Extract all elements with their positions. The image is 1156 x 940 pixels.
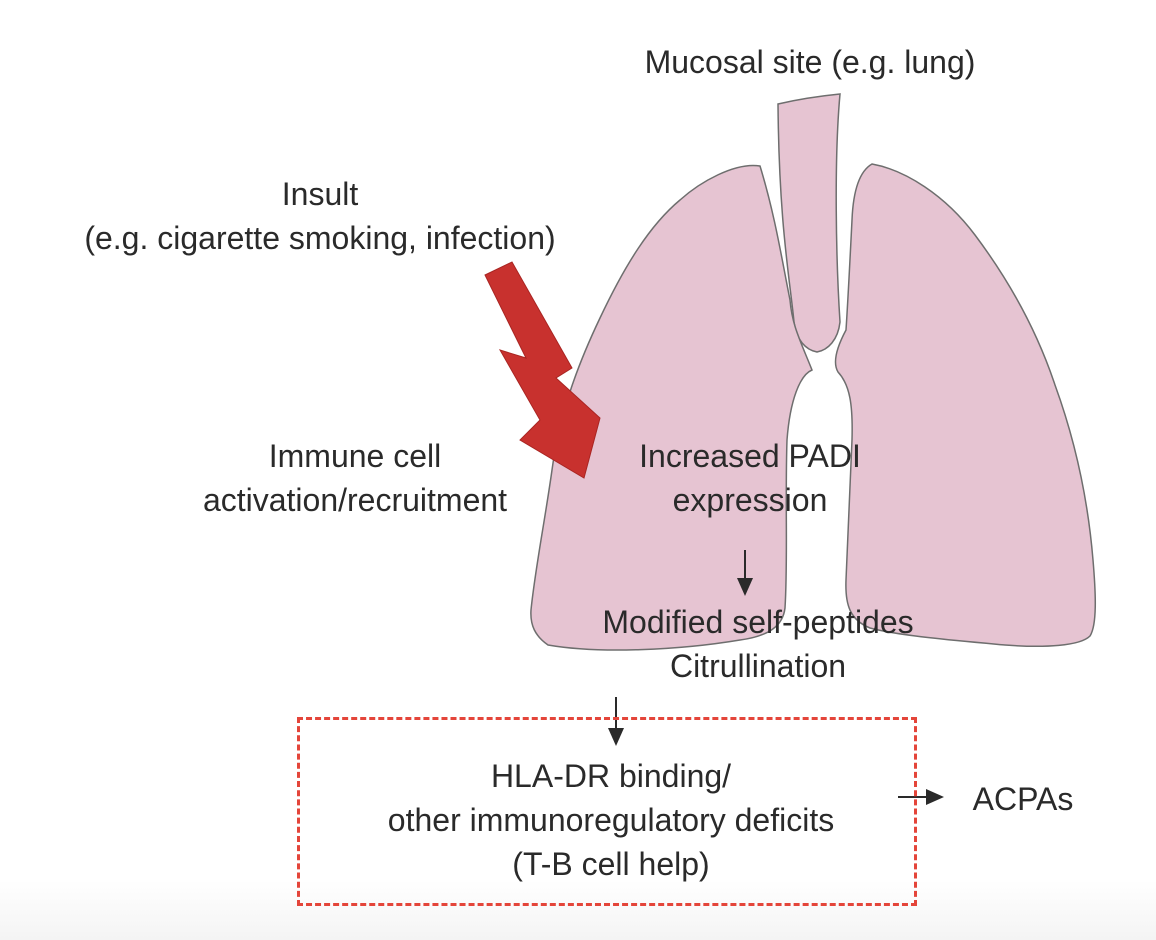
modified-peptides-label: Modified self-peptides Citrullination xyxy=(548,600,968,688)
hla-line2: other immunoregulatory deficits xyxy=(387,802,835,838)
left-lung-shape xyxy=(530,164,813,651)
mucosal-site-text: Mucosal site (e.g. lung) xyxy=(644,44,976,80)
immune-cell-label: Immune cell activation/recruitment xyxy=(160,434,550,522)
immune-cell-line1: Immune cell xyxy=(268,438,442,474)
right-lung-shape xyxy=(834,163,1097,648)
insult-title: Insult xyxy=(281,176,359,212)
hla-line3: (T-B cell help) xyxy=(512,846,710,882)
immunoregulatory-box xyxy=(297,717,917,906)
acpas-text: ACPAs xyxy=(972,781,1074,817)
hla-line1: HLA-DR binding/ xyxy=(490,758,732,794)
modified-line2: Citrullination xyxy=(669,648,847,684)
mucosal-site-label: Mucosal site (e.g. lung) xyxy=(560,40,1060,84)
lung-shape xyxy=(777,93,841,353)
hla-label: HLA-DR binding/ other immunoregulatory d… xyxy=(300,754,922,886)
insult-label: Insult (e.g. cigarette smoking, infectio… xyxy=(20,172,620,260)
padi-line1: Increased PADI xyxy=(639,438,861,474)
insult-examples: (e.g. cigarette smoking, infection) xyxy=(84,220,556,256)
immune-cell-line2: activation/recruitment xyxy=(202,482,508,518)
acpas-label: ACPAs xyxy=(948,777,1098,821)
insult-arrow-icon xyxy=(484,261,601,479)
padi-label: Increased PADI expression xyxy=(590,434,910,522)
padi-line2: expression xyxy=(672,482,828,518)
modified-line1: Modified self-peptides xyxy=(602,604,914,640)
